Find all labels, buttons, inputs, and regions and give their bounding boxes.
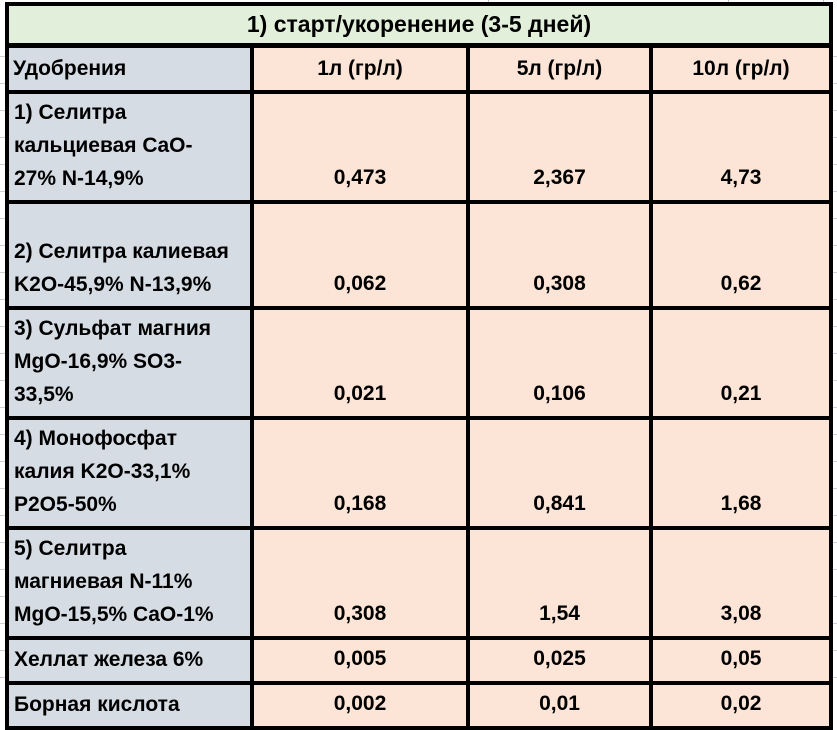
row-3-value-5l[interactable]: 0,106 xyxy=(466,306,653,420)
row-2-value-10l[interactable]: 0,62 xyxy=(649,200,833,310)
row-7-value-1l[interactable]: 0,002 xyxy=(250,681,470,730)
table-row: 4) Монофосфат калия K2O-33,1% P2O5-50% 0… xyxy=(5,416,833,530)
row-2-name-cell[interactable]: 2) Селитра калиевая K2O-45,9% N-13,9% xyxy=(5,200,254,310)
gridline-strip-left xyxy=(0,30,5,685)
table-row: 5) Селитра магниевая N-11% MgO-15,5% CaO… xyxy=(5,526,833,640)
row-5-value-1l[interactable]: 0,308 xyxy=(250,526,470,640)
row-1-value-5l[interactable]: 2,367 xyxy=(466,90,653,204)
row-6-value-10l[interactable]: 0,05 xyxy=(649,636,833,685)
row-5-value-10l[interactable]: 3,08 xyxy=(649,526,833,640)
row-7-value-10l[interactable]: 0,02 xyxy=(649,681,833,730)
row-7-value-5l[interactable]: 0,01 xyxy=(466,681,653,730)
header-5l-cell[interactable]: 5л (гр/л) xyxy=(466,43,653,94)
table-row: Хеллат железа 6% 0,005 0,025 0,05 xyxy=(5,636,833,685)
row-3-value-10l[interactable]: 0,21 xyxy=(649,306,833,420)
row-4-value-5l[interactable]: 0,841 xyxy=(466,416,653,530)
gridline-strip-right xyxy=(833,30,837,685)
row-1-value-10l[interactable]: 4,73 xyxy=(649,90,833,204)
row-6-value-1l[interactable]: 0,005 xyxy=(250,636,470,685)
table-row: 2) Селитра калиевая K2O-45,9% N-13,9% 0,… xyxy=(5,200,833,310)
row-5-value-5l[interactable]: 1,54 xyxy=(466,526,653,640)
row-3-value-1l[interactable]: 0,021 xyxy=(250,306,470,420)
header-fertilizers-cell[interactable]: Удобрения xyxy=(5,43,254,94)
header-10l-cell[interactable]: 10л (гр/л) xyxy=(649,43,833,94)
header-1l-cell[interactable]: 1л (гр/л) xyxy=(250,43,470,94)
row-3-name-cell[interactable]: 3) Сульфат магния MgO-16,9% SO3- 33,5% xyxy=(5,306,254,420)
table-header-row: Удобрения 1л (гр/л) 5л (гр/л) 10л (гр/л) xyxy=(5,43,833,94)
row-6-name-cell[interactable]: Хеллат железа 6% xyxy=(5,636,254,685)
row-4-value-1l[interactable]: 0,168 xyxy=(250,416,470,530)
row-5-name-cell[interactable]: 5) Селитра магниевая N-11% MgO-15,5% CaO… xyxy=(5,526,254,640)
row-1-name-cell[interactable]: 1) Селитра кальциевая CaO- 27% N-14,9% xyxy=(5,90,254,204)
row-7-name-cell[interactable]: Борная кислота xyxy=(5,681,254,730)
row-1-value-1l[interactable]: 0,473 xyxy=(250,90,470,204)
row-4-name-cell[interactable]: 4) Монофосфат калия K2O-33,1% P2O5-50% xyxy=(5,416,254,530)
table-row: 1) Селитра кальциевая CaO- 27% N-14,9% 0… xyxy=(5,90,833,204)
table-title-row: 1) старт/укоренение (3-5 дней) xyxy=(5,2,833,48)
row-2-value-5l[interactable]: 0,308 xyxy=(466,200,653,310)
fertilizer-table: 1) старт/укоренение (3-5 дней) Удобрения… xyxy=(5,2,833,730)
table-row: 3) Сульфат магния MgO-16,9% SO3- 33,5% 0… xyxy=(5,306,833,420)
row-4-value-10l[interactable]: 1,68 xyxy=(649,416,833,530)
table-row: Борная кислота 0,002 0,01 0,02 xyxy=(5,681,833,730)
table-title-cell[interactable]: 1) старт/укоренение (3-5 дней) xyxy=(5,2,833,48)
row-2-value-1l[interactable]: 0,062 xyxy=(250,200,470,310)
row-6-value-5l[interactable]: 0,025 xyxy=(466,636,653,685)
